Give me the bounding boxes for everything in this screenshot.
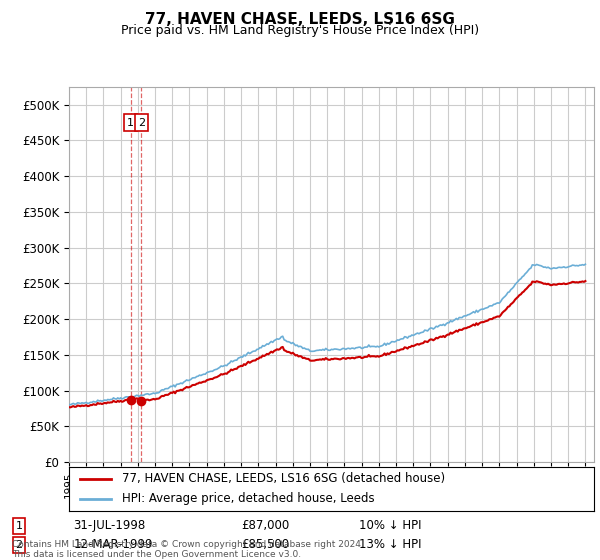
Text: 2: 2 — [138, 118, 145, 128]
Text: 2: 2 — [16, 540, 22, 550]
Text: 10% ↓ HPI: 10% ↓ HPI — [359, 519, 421, 532]
Text: £85,500: £85,500 — [241, 539, 289, 552]
Text: 77, HAVEN CHASE, LEEDS, LS16 6SG (detached house): 77, HAVEN CHASE, LEEDS, LS16 6SG (detach… — [121, 472, 445, 486]
Text: 1: 1 — [16, 521, 22, 531]
Text: Contains HM Land Registry data © Crown copyright and database right 2024.
This d: Contains HM Land Registry data © Crown c… — [12, 540, 364, 559]
Text: 1: 1 — [127, 118, 134, 128]
Text: Price paid vs. HM Land Registry's House Price Index (HPI): Price paid vs. HM Land Registry's House … — [121, 24, 479, 36]
Text: 12-MAR-1999: 12-MAR-1999 — [74, 539, 153, 552]
Text: 31-JUL-1998: 31-JUL-1998 — [74, 519, 146, 532]
Text: 13% ↓ HPI: 13% ↓ HPI — [359, 539, 421, 552]
Text: HPI: Average price, detached house, Leeds: HPI: Average price, detached house, Leed… — [121, 492, 374, 506]
Text: 77, HAVEN CHASE, LEEDS, LS16 6SG: 77, HAVEN CHASE, LEEDS, LS16 6SG — [145, 12, 455, 27]
Text: £87,000: £87,000 — [241, 519, 289, 532]
